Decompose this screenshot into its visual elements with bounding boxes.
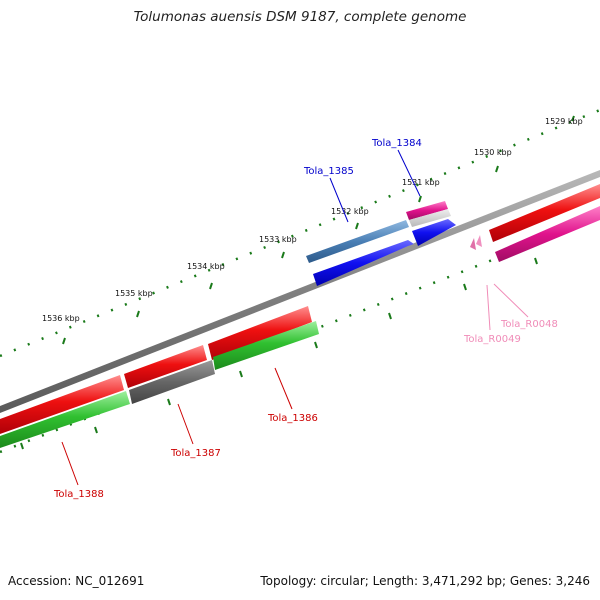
label-tola-r0049: Tola_R0049 [463, 334, 521, 345]
tick-label-1529: 1529 kbp [545, 117, 583, 126]
gene-pink-right-lower [495, 206, 600, 262]
tick-label-1533: 1533 kbp [259, 235, 297, 244]
label-tola-1385: Tola_1385 [303, 166, 354, 177]
outer-major-ticks [62, 115, 575, 345]
accession-text: Accession: NC_012691 [8, 574, 145, 588]
gene-tola-1385-steel [306, 220, 409, 263]
gene-tola-1387-red [124, 345, 207, 388]
gene-tola-1386-red [208, 306, 312, 360]
map-title: Tolumonas auensis DSM 9187, complete gen… [133, 9, 467, 25]
label-tola-1384: Tola_1384 [371, 138, 422, 149]
tick-label-1532: 1532 kbp [331, 207, 369, 216]
gene-blue-small [412, 219, 456, 246]
gene-blue-large [313, 240, 414, 286]
genome-summary-text: Topology: circular; Length: 3,471,292 bp… [260, 574, 590, 588]
gene-green-1386 [213, 321, 319, 370]
inner-major-ticks [20, 257, 538, 450]
label-leaders [61, 149, 529, 486]
gene-gray-1387 [129, 360, 215, 404]
gene-green-1388 [0, 391, 130, 448]
gene-tola-1384-pink [406, 201, 448, 220]
tick-label-1536: 1536 kbp [42, 314, 80, 323]
tick-label-1534: 1534 kbp [187, 262, 225, 271]
genome-backbone [0, 170, 600, 413]
forward-strand-genes [0, 184, 600, 434]
label-tola-1386: Tola_1386 [267, 413, 318, 424]
label-tola-1388: Tola_1388 [53, 489, 104, 500]
tick-label-1531: 1531 kbp [402, 178, 440, 187]
tick-label-1535: 1535 kbp [115, 289, 153, 298]
rna-tola-r0048 [476, 235, 482, 247]
gene-tola-1388-red [0, 375, 124, 434]
rna-tola-r0049 [470, 238, 476, 250]
gene-red-right-upper [489, 184, 600, 242]
label-tola-r0048: Tola_R0048 [500, 319, 558, 330]
tick-label-1530: 1530 kbp [474, 148, 512, 157]
gene-tola-1384-cap [409, 209, 451, 227]
outer-tick-ring [0, 108, 600, 358]
label-tola-1387: Tola_1387 [170, 448, 221, 459]
reverse-strand-genes [0, 206, 600, 448]
